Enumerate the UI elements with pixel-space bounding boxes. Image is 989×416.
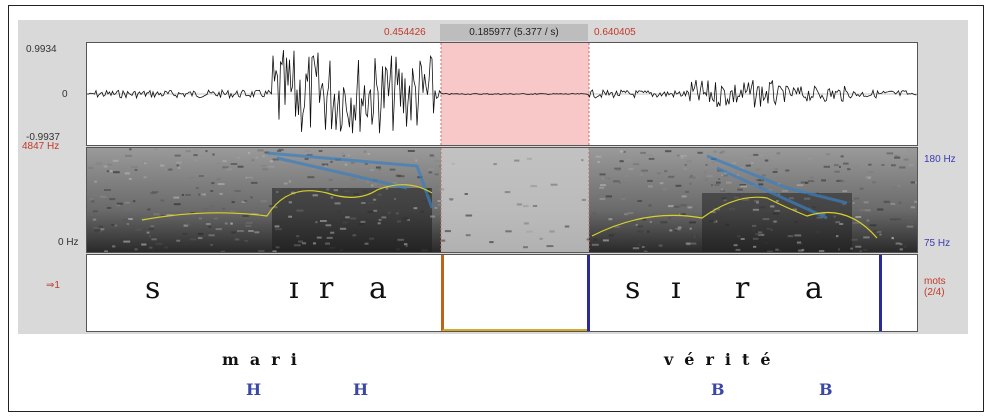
selected-interval[interactable] [441,255,589,331]
waveform-graphic [86,43,917,145]
tier-segment: r [735,271,750,306]
pitch-min-label: 75 Hz [924,238,951,249]
tier-segment: a [369,271,387,306]
tier-segment: ɪ [289,271,299,306]
waveform-min-label: -0.9937 [26,132,60,143]
textgrid-tier[interactable]: s ɪ r a s ɪ r a [86,254,918,332]
interval-boundary[interactable] [879,255,882,331]
spectrogram-panel[interactable] [86,147,922,254]
tier-name: mots (2/4) [924,276,946,298]
tier-segment: a [805,271,823,306]
tier-segment: s [145,271,161,306]
formant-track [266,151,434,209]
waveform-panel[interactable] [86,42,918,146]
tone-label: H [353,380,369,399]
pitch-contour-right [591,196,878,239]
selection-highlight-spec [441,148,589,252]
selection-duration-readout[interactable]: 0.185977 (5.377 / s) [440,24,588,41]
spectrogram-graphic [87,148,922,254]
formant-track-2 [706,154,848,220]
pitch-contour-left [141,184,433,221]
tone-label: B [711,380,725,399]
word-gloss-left: mari [222,350,308,369]
spectrogram-min-freq: 0 Hz [58,237,79,248]
word-gloss-right: vérité [664,350,782,369]
tone-label: H [246,380,262,399]
waveform-zero-label: 0 [62,89,68,100]
tier-segment: r [319,271,334,306]
tier-segment: ɪ [671,271,681,306]
waveform-trace [86,50,917,134]
tone-label: B [819,380,833,399]
tier-segment: s [625,271,641,306]
pitch-max-label: 180 Hz [924,154,956,165]
selection-end-readout: 0.640405 [594,27,636,38]
selection-start-readout: 0.454426 [384,27,426,38]
interval-boundary[interactable] [587,255,590,331]
waveform-max-label: 0.9934 [26,44,57,55]
tier-number: ⇒1 [46,280,60,291]
spectrogram-max-freq: 4847 Hz [22,141,60,152]
